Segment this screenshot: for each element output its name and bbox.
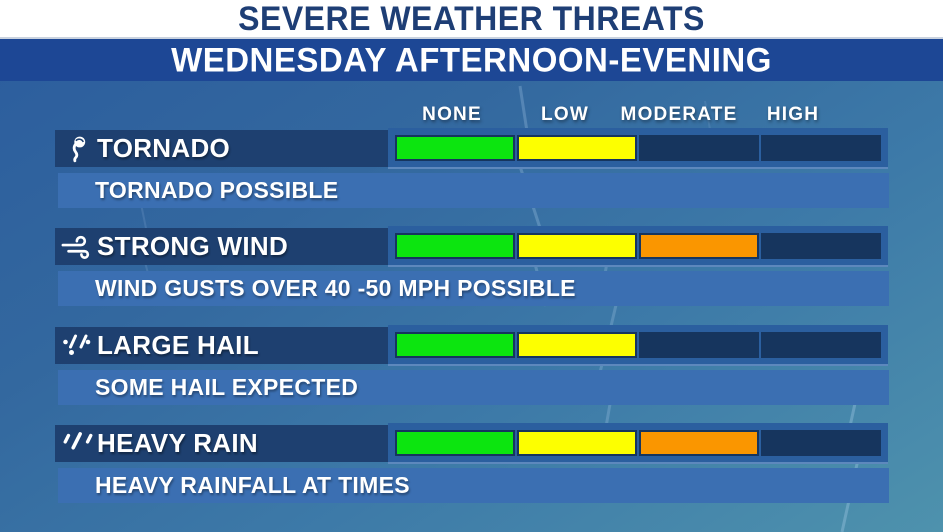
title-band: SEVERE WEATHER THREATS <box>0 0 943 37</box>
threat-row-large-hail: LARGE HAIL SOME HAIL EXPECTED <box>0 325 943 407</box>
threat-label: TORNADO <box>97 133 231 163</box>
scale-label-none: NONE <box>422 104 482 125</box>
rain-icon <box>59 429 97 459</box>
threat-level-bar <box>388 325 888 366</box>
threat-row-heavy-rain: HEAVY RAIN HEAVY RAINFALL AT TIMES <box>0 423 943 505</box>
threat-level-bar <box>388 128 888 169</box>
bar-segment-none <box>395 430 515 456</box>
bar-segment-none <box>395 135 515 161</box>
bar-segment-none <box>395 332 515 358</box>
bar-segment-moderate <box>639 430 759 456</box>
bar-segment-low <box>517 135 637 161</box>
scale-label-high: HIGH <box>766 104 820 125</box>
threat-description-band: WIND GUSTS OVER 40 -50 MPH POSSIBLE <box>58 271 889 306</box>
bar-segment-high <box>761 135 881 161</box>
threat-row-tornado: TORNADO TORNADO POSSIBLE <box>0 128 943 210</box>
threat-description-band: TORNADO POSSIBLE <box>58 173 889 208</box>
bar-segment-none <box>395 233 515 259</box>
threat-label: STRONG WIND <box>97 231 289 261</box>
bar-segment-high <box>761 332 881 358</box>
page-subtitle: WEDNESDAY AFTERNOON-EVENING <box>171 40 772 79</box>
subtitle-band: WEDNESDAY AFTERNOON-EVENING <box>0 37 943 81</box>
bar-segment-moderate <box>639 135 759 161</box>
threat-label: HEAVY RAIN <box>97 428 258 458</box>
threat-label: LARGE HAIL <box>97 330 259 360</box>
tornado-icon <box>59 134 97 164</box>
bar-segment-low <box>517 233 637 259</box>
threat-description: TORNADO POSSIBLE <box>95 177 339 203</box>
scale-label-moderate: MODERATE <box>620 104 738 125</box>
threat-description-band: HEAVY RAINFALL AT TIMES <box>58 468 889 503</box>
threat-description-band: SOME HAIL EXPECTED <box>58 370 889 405</box>
wind-icon <box>59 232 97 262</box>
hail-icon <box>59 331 97 361</box>
threat-level-bar <box>388 423 888 464</box>
bar-segment-high <box>761 233 881 259</box>
threat-description: HEAVY RAINFALL AT TIMES <box>95 472 410 498</box>
scale-label-low: LOW <box>541 104 589 125</box>
bar-segment-moderate <box>639 233 759 259</box>
page-title: SEVERE WEATHER THREATS <box>238 0 705 38</box>
bar-segment-low <box>517 332 637 358</box>
bar-segment-high <box>761 430 881 456</box>
threat-row-strong-wind: STRONG WIND WIND GUSTS OVER 40 -50 MPH P… <box>0 226 943 308</box>
threat-level-bar <box>388 226 888 267</box>
threat-description: SOME HAIL EXPECTED <box>95 374 359 400</box>
bar-segment-moderate <box>639 332 759 358</box>
threat-description: WIND GUSTS OVER 40 -50 MPH POSSIBLE <box>95 275 576 301</box>
bar-segment-low <box>517 430 637 456</box>
